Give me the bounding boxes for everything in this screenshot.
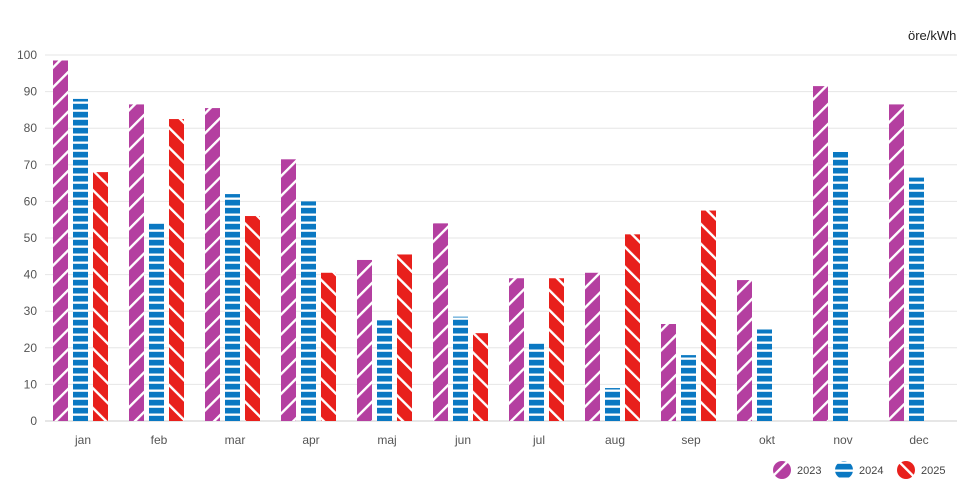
x-tick-label: jul xyxy=(532,433,545,447)
bar-2023-jan[interactable] xyxy=(53,60,68,422)
bar-2024-jan[interactable] xyxy=(73,98,88,422)
bar-2025-feb[interactable] xyxy=(169,119,184,422)
x-tick-label: nov xyxy=(833,433,852,447)
x-tick-label: maj xyxy=(377,433,396,447)
y-tick-label: 100 xyxy=(17,48,37,62)
legend-label-2025[interactable]: 2025 xyxy=(921,465,945,477)
legend-marker-2024[interactable] xyxy=(835,461,853,479)
bar-2025-apr[interactable] xyxy=(321,272,336,421)
y-tick-label: 30 xyxy=(24,304,38,318)
bar-2024-maj[interactable] xyxy=(377,320,392,421)
bar-2024-dec[interactable] xyxy=(909,177,924,421)
bar-2023-mar[interactable] xyxy=(205,108,220,421)
x-axis: jan feb mar apr maj jun jul aug sep okt nov dec xyxy=(74,433,929,447)
x-tick-label: dec xyxy=(909,433,928,447)
x-tick-label: sep xyxy=(681,433,701,447)
legend-label-2023[interactable]: 2023 xyxy=(797,465,821,477)
legend-label-2024[interactable]: 2024 xyxy=(859,465,883,477)
x-tick-label: aug xyxy=(605,433,625,447)
bar-2024-jun[interactable] xyxy=(453,316,468,421)
x-tick-label: mar xyxy=(225,433,246,447)
bar-2023-maj[interactable] xyxy=(357,259,372,421)
bars xyxy=(53,60,924,422)
bar-2023-jul[interactable] xyxy=(509,278,524,421)
bar-2023-sep[interactable] xyxy=(661,324,676,421)
bar-2024-nov[interactable] xyxy=(833,151,848,422)
y-tick-label: 60 xyxy=(24,194,38,208)
bar-2023-jun[interactable] xyxy=(433,223,448,421)
bar-2025-aug[interactable] xyxy=(625,234,640,421)
bar-2023-okt[interactable] xyxy=(737,280,752,421)
bar-2024-sep[interactable] xyxy=(681,355,696,421)
bar-2024-jul[interactable] xyxy=(529,342,544,421)
bar-2023-apr[interactable] xyxy=(281,159,296,421)
y-tick-label: 70 xyxy=(24,158,38,172)
y-tick-label: 50 xyxy=(24,231,38,245)
bar-2024-aug[interactable] xyxy=(605,388,620,421)
bar-2023-aug[interactable] xyxy=(585,272,600,421)
bar-2025-jul[interactable] xyxy=(549,278,564,421)
grid-lines xyxy=(45,54,957,422)
bar-2025-jan[interactable] xyxy=(93,172,108,421)
x-tick-label: okt xyxy=(759,433,776,447)
y-tick-label: 80 xyxy=(24,121,38,135)
bar-2023-dec[interactable] xyxy=(889,104,904,421)
unit-label: öre/kWh xyxy=(908,28,956,43)
bar-2025-jun[interactable] xyxy=(473,333,488,421)
legend-marker-2025[interactable] xyxy=(897,461,915,479)
x-tick-label: jan xyxy=(74,433,91,447)
bar-2024-feb[interactable] xyxy=(149,223,164,421)
x-tick-label: apr xyxy=(302,433,319,447)
y-tick-label: 20 xyxy=(24,341,38,355)
y-tick-label: 40 xyxy=(24,268,38,282)
bar-2024-mar[interactable] xyxy=(225,194,240,421)
bar-2024-apr[interactable] xyxy=(301,201,316,421)
bar-2024-okt[interactable] xyxy=(757,329,772,422)
x-tick-label: feb xyxy=(151,433,168,447)
bar-2023-nov[interactable] xyxy=(813,86,828,422)
bar-2025-maj[interactable] xyxy=(397,254,412,421)
y-tick-label: 90 xyxy=(24,85,38,99)
y-tick-label: 10 xyxy=(24,377,38,391)
y-tick-label: 0 xyxy=(30,414,37,428)
legend-marker-2023[interactable] xyxy=(773,461,791,479)
bar-2025-mar[interactable] xyxy=(245,216,260,421)
legend: 2023 2024 2025 xyxy=(773,461,945,479)
x-tick-label: jun xyxy=(454,433,471,447)
bar-2025-sep[interactable] xyxy=(701,210,716,421)
y-axis: 0 10 20 30 40 50 60 70 80 90 100 xyxy=(17,48,37,428)
bar-2023-feb[interactable] xyxy=(129,104,144,421)
